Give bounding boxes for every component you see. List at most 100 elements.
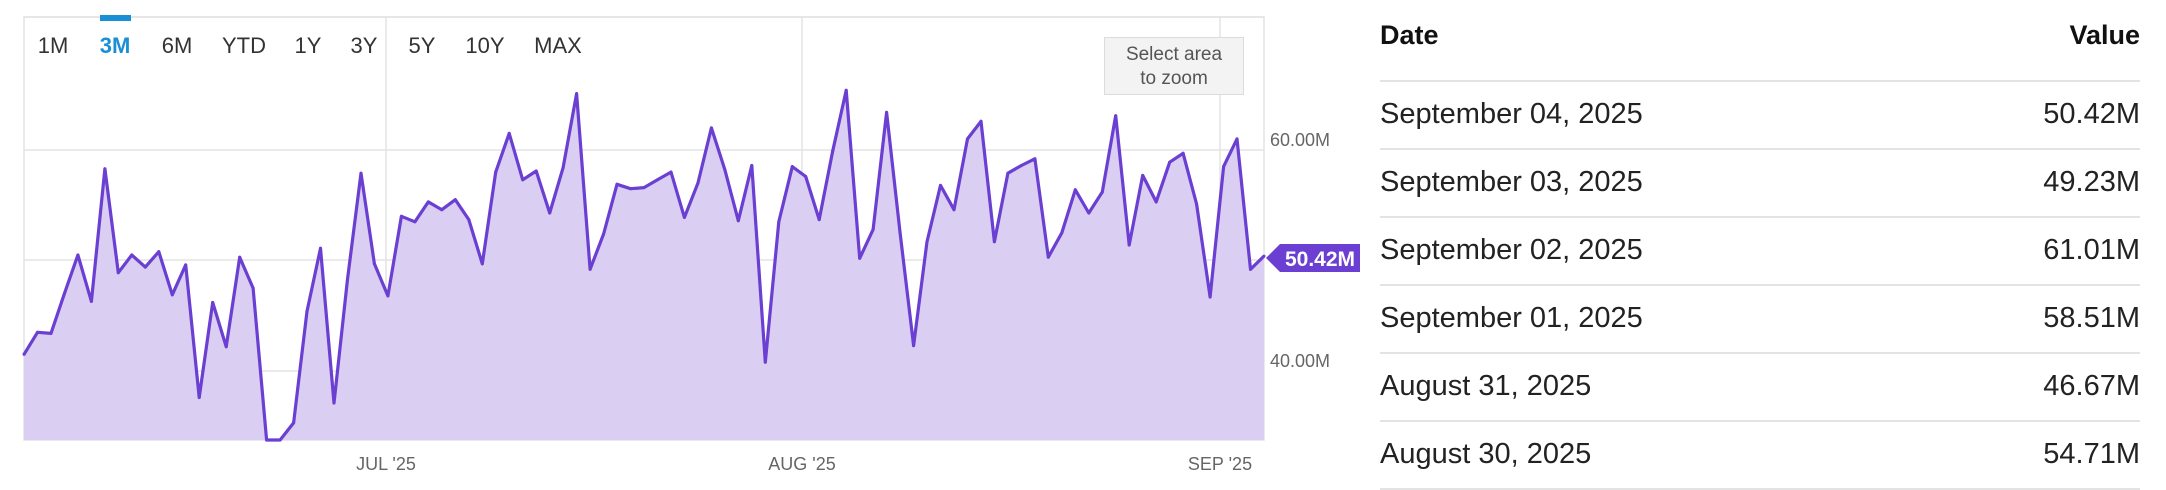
data-point	[89, 299, 93, 303]
row-date: September 04, 2025	[1380, 98, 1643, 130]
data-point	[629, 187, 632, 191]
data-point	[292, 421, 296, 425]
data-point	[332, 401, 336, 405]
data-point	[790, 165, 794, 169]
data-point	[548, 211, 552, 215]
data-point	[817, 218, 821, 222]
data-point	[1019, 164, 1023, 167]
data-points	[22, 88, 1266, 442]
range-button-3m[interactable]: 3M	[100, 33, 131, 58]
row-date: September 03, 2025	[1380, 166, 1643, 198]
row-value: 50.42M	[2043, 98, 2140, 130]
data-point	[467, 218, 471, 222]
data-point	[399, 214, 403, 218]
data-point	[265, 438, 269, 442]
data-point	[521, 178, 525, 182]
data-point	[211, 301, 215, 304]
row-value: 61.01M	[2043, 234, 2140, 266]
data-point	[116, 271, 120, 275]
range-button-max[interactable]: MAX	[534, 33, 582, 58]
data-point	[575, 92, 579, 96]
data-point	[278, 438, 282, 442]
data-point	[170, 293, 174, 297]
data-point	[1249, 267, 1252, 271]
y-tick-label: 40.00M	[1270, 351, 1330, 371]
data-point	[359, 171, 363, 175]
data-point	[480, 262, 484, 266]
current-value-label: 50.42M	[1285, 248, 1355, 271]
data-point	[669, 170, 673, 174]
data-point	[709, 126, 713, 130]
badge-shape	[1266, 244, 1360, 272]
range-button-1y[interactable]: 1Y	[295, 33, 322, 58]
range-button-10y[interactable]: 10Y	[465, 33, 504, 58]
data-point	[561, 166, 565, 170]
range-button-1m[interactable]: 1M	[38, 33, 69, 58]
data-point	[966, 137, 969, 141]
data-point	[386, 294, 390, 298]
data-point	[858, 256, 862, 260]
zoom-hint[interactable]: Select area to zoom	[1104, 37, 1244, 95]
x-tick-label: AUG '25	[768, 454, 835, 474]
data-point	[1033, 157, 1037, 161]
data-point	[615, 182, 619, 186]
data-point	[440, 208, 444, 212]
data-point	[804, 175, 808, 178]
data-point	[952, 208, 956, 212]
current-value-badge: 50.42M	[1266, 244, 1360, 272]
data-point	[939, 183, 942, 187]
data-point	[1006, 171, 1010, 175]
y-tick-label: 60.00M	[1270, 130, 1330, 150]
data-point	[885, 110, 889, 114]
data-point	[413, 220, 417, 224]
data-point	[62, 292, 66, 296]
data-point	[1114, 114, 1118, 118]
data-point	[426, 200, 430, 204]
data-point	[777, 220, 781, 224]
row-value: 49.23M	[2043, 166, 2140, 198]
data-point	[238, 255, 242, 259]
range-button-5y[interactable]: 5Y	[409, 33, 436, 58]
data-point	[251, 286, 255, 290]
row-date: August 30, 2025	[1380, 438, 1592, 470]
data-point	[1154, 200, 1158, 204]
range-selector: 1M 3M 6M YTD 1Y 3Y 5Y 10Y MAX	[38, 33, 582, 58]
data-point	[1127, 243, 1131, 247]
data-point	[1168, 160, 1172, 164]
data-point	[1060, 231, 1064, 235]
data-point	[76, 253, 80, 257]
data-point	[453, 198, 457, 202]
row-value: 58.51M	[2043, 302, 2140, 334]
x-tick-label: SEP '25	[1188, 454, 1252, 474]
row-value: 46.67M	[2043, 370, 2140, 402]
data-point	[750, 164, 754, 167]
data-point	[871, 228, 875, 232]
data-point	[642, 186, 646, 190]
data-point	[224, 345, 228, 349]
data-point	[898, 231, 902, 235]
data-point	[925, 240, 929, 244]
data-point	[143, 265, 147, 269]
row-value: 54.71M	[2043, 438, 2140, 470]
data-point	[1262, 254, 1266, 258]
date-column-header: Date	[1380, 20, 1439, 50]
range-button-ytd[interactable]: YTD	[222, 33, 266, 58]
range-button-3y[interactable]: 3Y	[351, 33, 378, 58]
data-point	[1087, 211, 1091, 215]
data-point	[588, 267, 592, 271]
data-point	[36, 330, 39, 334]
data-point	[1195, 202, 1199, 206]
row-date: September 01, 2025	[1380, 302, 1643, 334]
data-point	[1208, 295, 1212, 299]
data-point	[319, 246, 322, 250]
table-row: September 01, 2025 58.51M	[1380, 286, 2140, 354]
data-point	[723, 168, 727, 172]
range-button-6m[interactable]: 6M	[162, 33, 193, 58]
data-point	[763, 360, 767, 364]
data-point	[831, 149, 835, 153]
table-row: September 04, 2025 50.42M	[1380, 82, 2140, 150]
data-point	[372, 262, 376, 266]
data-point	[1100, 190, 1104, 194]
price-chart[interactable]: 1M 3M 6M YTD 1Y 3Y 5Y 10Y MAX 60.00M 40.00M JUL …	[0, 0, 1370, 483]
data-point	[507, 131, 511, 135]
